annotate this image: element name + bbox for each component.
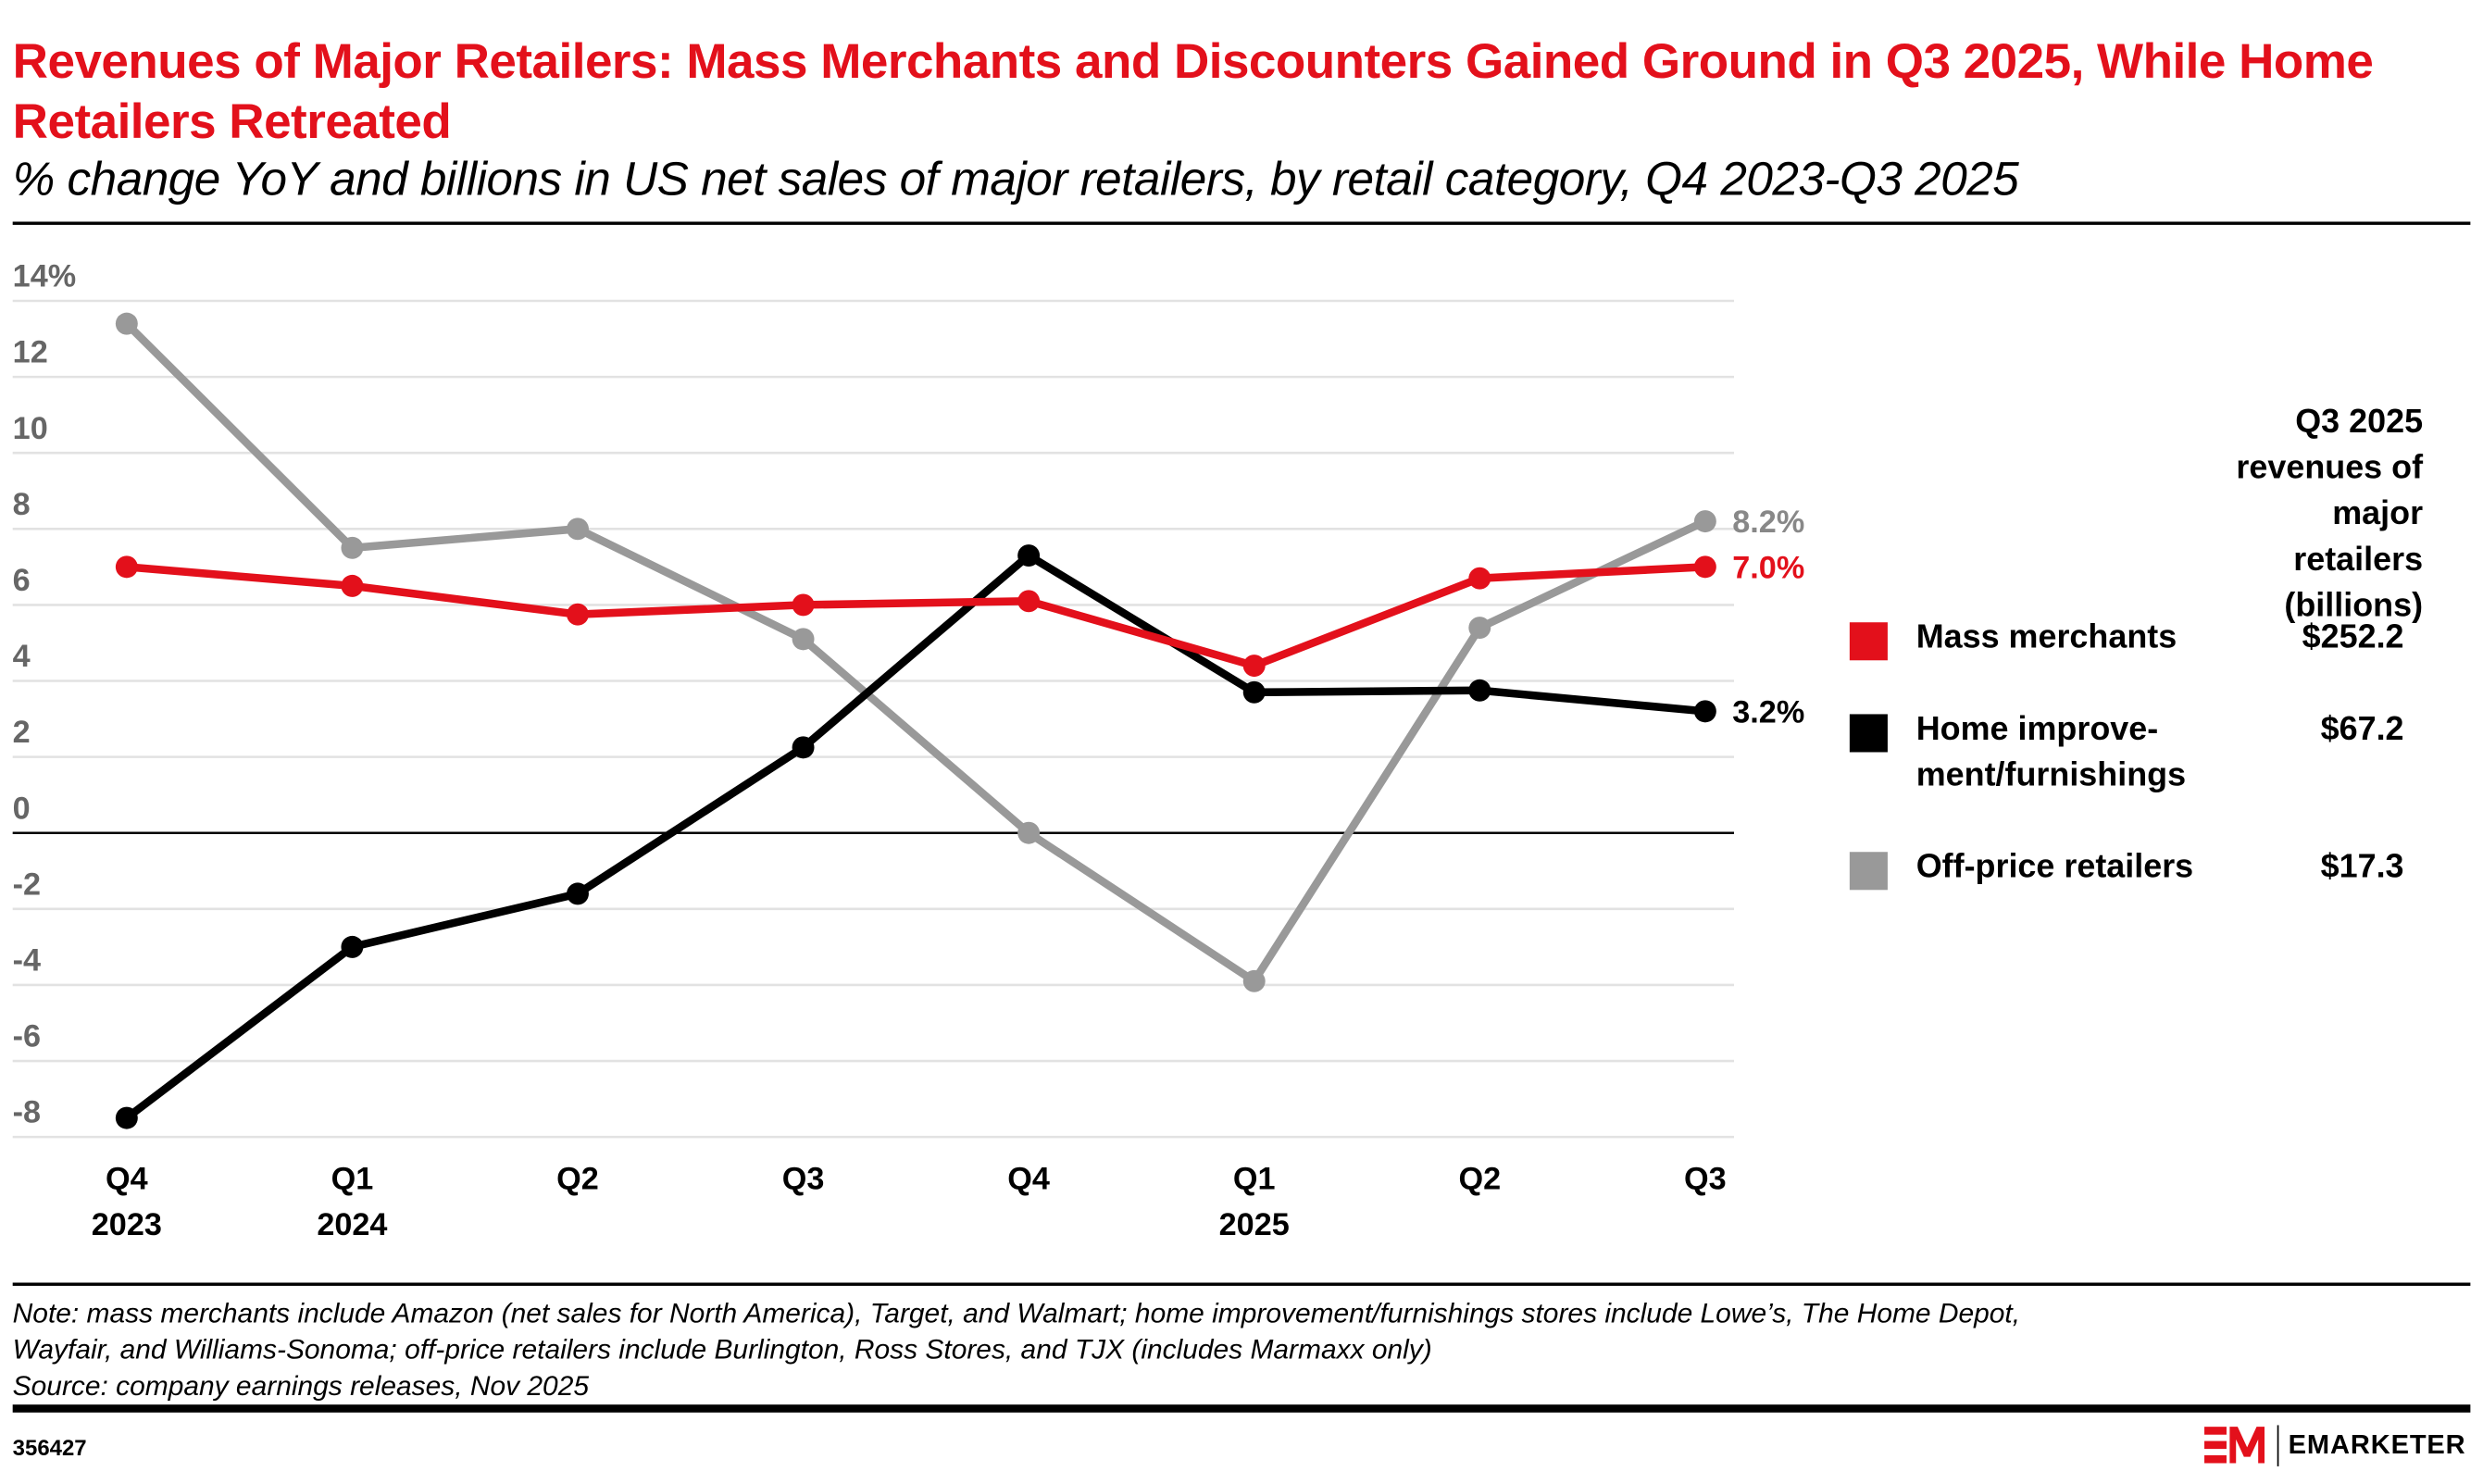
y-tick-label: 4 (13, 639, 31, 674)
data-point-mass-merchants (1242, 655, 1266, 678)
y-tick-label: 6 (13, 563, 31, 598)
y-tick-label: 10 (13, 411, 48, 446)
data-point-mass-merchants (115, 555, 138, 579)
data-point-home-improvement-furnishings (1017, 544, 1041, 567)
legend-label: Off-price retailers (1915, 848, 2194, 886)
data-point-home-improvement-furnishings (341, 935, 364, 958)
line-chart: 14% 12 10 8 6 4 2 0 -2 -4 -6 -8 Q4 2023 Q1 2024 Q2 Q3 Q4 Q1… (13, 259, 1805, 1243)
note-line: Wayfair, and Williams-Sonoma; off-price … (12, 1333, 1432, 1366)
chart-id: 356427 (12, 1434, 87, 1461)
logo-divider (2277, 1425, 2279, 1466)
legend-value: $67.2 (2320, 711, 2404, 748)
data-point-off-price-retailers (1242, 969, 1266, 992)
data-point-off-price-retailers (792, 628, 815, 651)
note-line: Note: mass merchants include Amazon (net… (12, 1296, 2021, 1329)
data-point-mass-merchants (1468, 567, 1491, 590)
x-tick-label: Q1 (1233, 1162, 1276, 1197)
y-tick-label: 12 (13, 335, 48, 370)
data-point-home-improvement-furnishings (1468, 679, 1491, 702)
legend-heading-line: Q3 2025 (2295, 404, 2424, 441)
end-label-home-improvement-furnishings: 3.2% (1732, 694, 1804, 730)
data-point-off-price-retailers (567, 518, 589, 541)
source-line: Source: company earnings releases, Nov 2… (12, 1369, 590, 1402)
series-line-off-price-retailers (123, 320, 1707, 986)
chart-subtitle: % change YoY and billions in US net sale… (12, 153, 2019, 206)
y-tick-label: 0 (13, 791, 31, 826)
y-tick-label: -2 (13, 867, 41, 902)
series-line-home-improvement-furnishings (124, 551, 1706, 1122)
em-logo-icon (2204, 1427, 2265, 1464)
chart-note: Note: mass merchants include Amazon (net… (13, 1295, 2020, 1404)
data-point-mass-merchants (1693, 555, 1716, 579)
y-tick-label: 8 (13, 487, 31, 522)
data-point-home-improvement-furnishings (115, 1106, 138, 1129)
x-tick-label: Q3 (1684, 1162, 1727, 1197)
legend-value: $17.3 (2320, 848, 2404, 886)
data-point-off-price-retailers (1017, 821, 1041, 844)
data-point-off-price-retailers (1468, 617, 1491, 640)
legend-value: $252.2 (2302, 618, 2404, 656)
y-tick-label: -8 (13, 1095, 41, 1130)
legend-swatch (1849, 852, 1888, 891)
data-point-mass-merchants (792, 593, 815, 617)
emarketer-logo: EMARKETER (2204, 1425, 2466, 1466)
end-label-mass-merchants: 7.0% (1732, 550, 1804, 585)
data-point-home-improvement-furnishings (1693, 700, 1716, 723)
data-point-off-price-retailers (1693, 510, 1716, 533)
data-point-off-price-retailers (115, 312, 138, 335)
data-point-mass-merchants (1017, 590, 1041, 613)
data-point-mass-merchants (341, 574, 364, 597)
x-tick-year-label: 2024 (317, 1207, 387, 1242)
legend-swatch (1849, 622, 1888, 661)
legend-label: Mass merchants (1915, 618, 2177, 656)
y-tick-label: 14% (13, 259, 76, 294)
data-point-home-improvement-furnishings (1242, 680, 1266, 704)
divider (12, 221, 2471, 225)
x-tick-label: Q1 (331, 1162, 374, 1197)
legend-heading-line: (billions) (2284, 587, 2424, 624)
data-point-off-price-retailers (341, 536, 364, 559)
x-tick-label: Q2 (556, 1162, 599, 1197)
end-label-off-price-retailers: 8.2% (1732, 505, 1804, 540)
data-point-mass-merchants (567, 603, 589, 626)
legend-heading-line: revenues of (2236, 449, 2424, 487)
y-tick-label: 2 (13, 715, 31, 750)
divider (12, 1404, 2471, 1413)
y-tick-label: -6 (13, 1019, 41, 1054)
legend-swatch (1849, 714, 1888, 753)
x-tick-label: Q4 (106, 1162, 148, 1197)
data-point-home-improvement-furnishings (792, 736, 815, 759)
divider (12, 1282, 2471, 1286)
chart-title: Revenues of Major Retailers: Mass Mercha… (12, 32, 2374, 149)
x-tick-year-label: 2023 (92, 1207, 162, 1242)
y-tick-label: -4 (13, 943, 41, 979)
legend-label: Home improve-ment/furnishings (1915, 711, 2187, 793)
x-tick-year-label: 2025 (1219, 1207, 1290, 1242)
series-line-mass-merchants (126, 563, 1706, 670)
legend-heading-line: major retailers (2293, 495, 2424, 579)
x-tick-label: Q4 (1007, 1162, 1050, 1197)
data-point-home-improvement-furnishings (567, 882, 589, 905)
legend-heading: Q3 2025 revenues of major retailers (bil… (2202, 399, 2423, 629)
brand-name: EMARKETER (2288, 1429, 2466, 1461)
x-tick-label: Q2 (1458, 1162, 1501, 1197)
x-tick-label: Q3 (782, 1162, 825, 1197)
